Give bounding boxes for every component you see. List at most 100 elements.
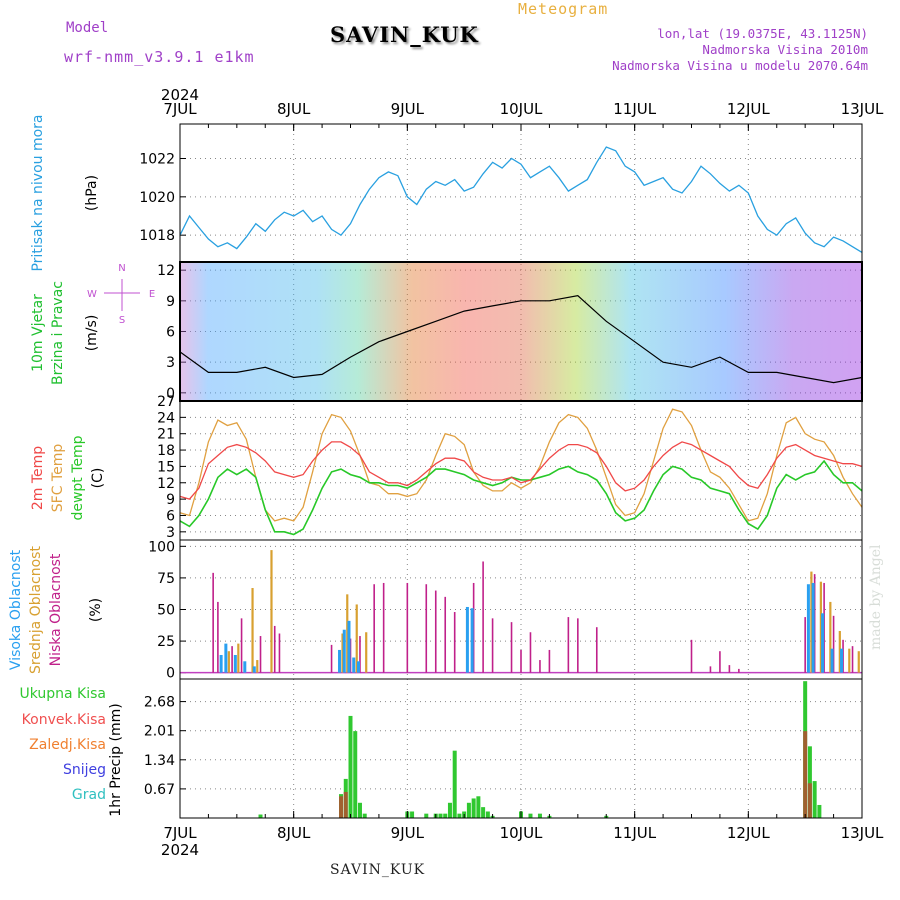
mid-cloud-label: Srednja Oblacnost (28, 546, 44, 674)
low_cloud-bar (330, 644, 333, 673)
total_rain-bar (447, 802, 452, 818)
precipitation-ytick-label: 1.34 (144, 753, 175, 769)
low_cloud-bar (728, 665, 731, 673)
compass-east: E (149, 289, 155, 300)
model-name: wrf-nmm_v3.9.1 e1km (64, 48, 255, 66)
mid_cloud-bar (857, 651, 860, 673)
high_cloud-bar (252, 666, 256, 673)
mid_cloud-bar (365, 632, 368, 673)
mid_cloud-bar (341, 633, 344, 673)
pressure-unit-label: (hPa) (84, 175, 100, 211)
pressure-ytick-label: 1018 (139, 228, 175, 244)
t2m-line (179, 441, 863, 500)
high_cloud-bar (830, 648, 834, 673)
high_cloud-bar (352, 657, 356, 673)
wind-ytick-label: 3 (166, 355, 175, 371)
low_cloud-bar (832, 615, 835, 673)
temp-dewpt-label: dewpt Temp (70, 435, 86, 520)
time-label-top: 9JUL (391, 100, 425, 118)
time-label-top: 13JUL (841, 100, 884, 118)
compass-north: N (118, 263, 125, 274)
cloud-unit-label: (%) (88, 598, 104, 622)
mid_cloud-bar (346, 594, 349, 673)
low_cloud-bar (373, 584, 375, 673)
time-label-bottom: 8JUL (277, 824, 311, 842)
total_rain-bar (353, 731, 358, 818)
time-label-bottom: 11JUL (613, 824, 656, 842)
low_cloud-bar (804, 617, 806, 673)
low_cloud-bar (212, 572, 214, 673)
mid_cloud-bar (270, 550, 273, 673)
temp-unit-label: (C) (90, 468, 106, 489)
low_cloud-bar (709, 666, 712, 673)
high-cloud-label: Visoka Oblacnost (8, 549, 24, 670)
low_cloud-bar (472, 582, 475, 673)
precip-legend-item: Grad (72, 787, 106, 803)
temperature-ytick-label: 24 (157, 410, 175, 426)
low_cloud-bar (738, 668, 740, 673)
precipitation-ytick-label: 2.01 (144, 724, 175, 740)
low_cloud-bar (520, 649, 522, 673)
total_rain-bar (537, 813, 542, 818)
total_rain-bar (476, 796, 481, 818)
high_cloud-bar (811, 582, 815, 673)
low-cloud-label: Niska Oblacnost (48, 553, 64, 666)
low_cloud-bar (425, 584, 428, 673)
precip-legend-item: Konvek.Kisa (22, 712, 106, 728)
time-label-bottom: 13JUL (841, 824, 884, 842)
mid_cloud-bar (355, 604, 358, 673)
conv_rain-bar (807, 783, 812, 818)
high_cloud-bar (243, 661, 247, 673)
wind-unit-label: (m/s) (84, 315, 100, 352)
low_cloud-bar (491, 618, 494, 673)
low_cloud-bar (595, 627, 598, 673)
low_cloud-bar (217, 601, 219, 673)
mid_cloud-bar (237, 643, 240, 673)
clouds-ytick-label: 25 (157, 634, 175, 650)
precip-legend-item: Snijeg (63, 762, 106, 778)
mid_cloud-bar (251, 588, 254, 673)
low_cloud-bar (851, 646, 854, 673)
wind_speed-line (179, 295, 863, 384)
conv_rain-bar (343, 791, 348, 818)
low_cloud-bar (567, 617, 570, 673)
high_cloud-bar (219, 654, 223, 673)
year-label-top: 2024 (161, 86, 199, 104)
total_rain-bar (471, 798, 476, 818)
wind-axis-title: 10m Vjetar (30, 294, 46, 372)
time-label-bottom: 9JUL (391, 824, 425, 842)
low_cloud-bar (690, 639, 693, 673)
low_cloud-bar (510, 622, 513, 673)
time-label-bottom: 7JUL (163, 824, 197, 842)
low_cloud-bar (719, 651, 721, 673)
temperature-ytick-label: 15 (157, 459, 175, 475)
precipitation-ytick-label: 0.67 (144, 782, 175, 798)
precip-legend-item: Ukupna Kisa (19, 686, 106, 702)
total_rain-bar (812, 781, 817, 818)
mid_cloud-bar (829, 601, 832, 673)
total_rain-bar (424, 813, 429, 818)
total_rain-bar (485, 811, 490, 818)
low_cloud-bar (273, 625, 276, 673)
total_rain-bar (466, 802, 471, 818)
dewpt-line (179, 459, 863, 536)
high_cloud-bar (338, 649, 342, 673)
low_cloud-bar (434, 590, 437, 673)
precipitation-ytick-label: 2.68 (144, 695, 175, 711)
high_cloud-bar (233, 654, 237, 673)
temp-sfc-label: SFC Temp (50, 444, 66, 513)
total_rain-bar (362, 813, 367, 818)
coordinates-text: lon,lat (19.0375E, 43.1125N) (657, 26, 868, 41)
pressure-axis-title: Pritisak na nivou mora (30, 114, 46, 271)
low_cloud-bar (406, 582, 409, 673)
mid_cloud-bar (227, 651, 230, 673)
total_rain-bar (807, 746, 812, 818)
high_cloud-bar (840, 648, 844, 673)
temperature-ytick-label: 21 (157, 427, 175, 443)
pressure-line (179, 146, 863, 253)
total_rain-bar (258, 814, 263, 818)
conv_rain-bar (803, 731, 808, 818)
low_cloud-bar (444, 596, 447, 673)
low_cloud-bar (539, 660, 541, 673)
